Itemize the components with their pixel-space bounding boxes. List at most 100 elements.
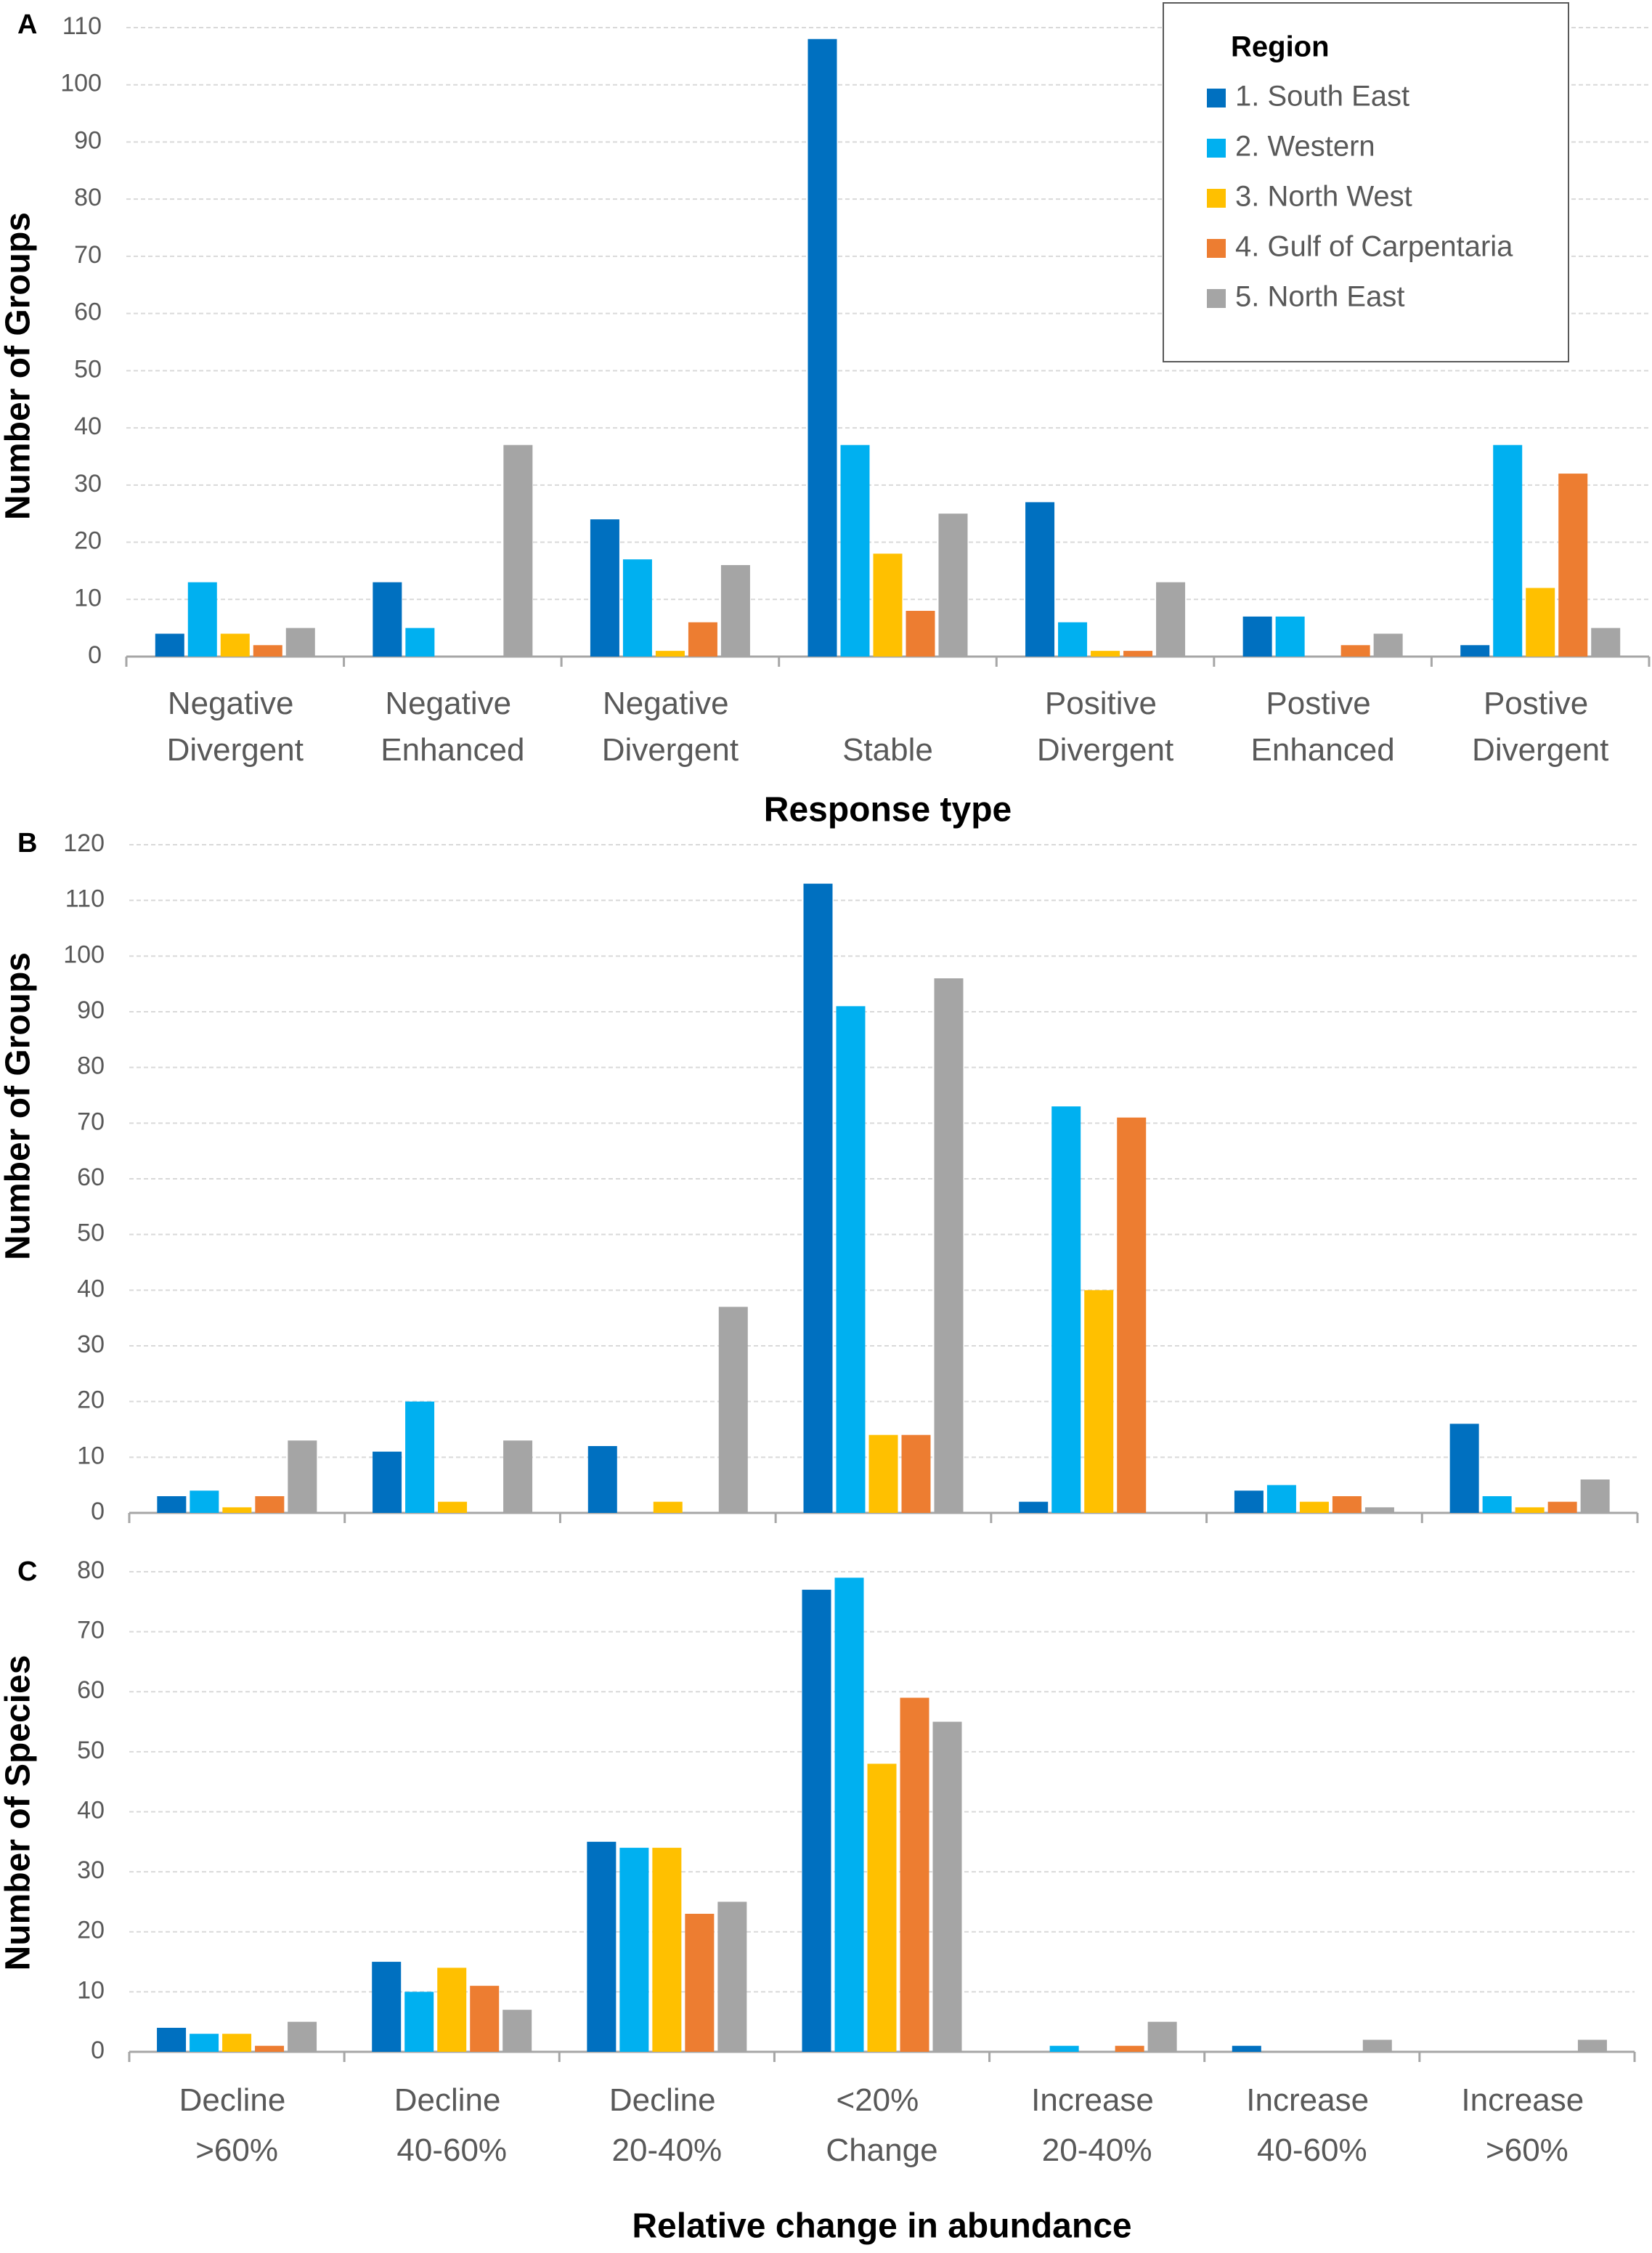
bar bbox=[1156, 582, 1186, 657]
bar bbox=[1482, 1496, 1512, 1513]
y-tick-label: 20 bbox=[77, 1917, 105, 1944]
x-tick-label-line: Postive bbox=[1266, 686, 1380, 721]
x-tick-label-line: Positive bbox=[1045, 686, 1165, 721]
y-tick-label: 20 bbox=[74, 527, 102, 555]
bar bbox=[688, 622, 717, 657]
bar bbox=[1577, 2039, 1607, 2052]
bar bbox=[373, 582, 402, 657]
x-tick-label-line: Divergent bbox=[1472, 732, 1608, 768]
y-tick-label: 90 bbox=[74, 126, 102, 154]
bar bbox=[255, 1496, 285, 1513]
bar bbox=[932, 1721, 962, 2052]
y-tick-label: 50 bbox=[74, 355, 102, 383]
y-tick-label: 80 bbox=[77, 1556, 105, 1584]
bar bbox=[288, 2021, 317, 2052]
bar bbox=[685, 1913, 715, 2052]
x-tick-label: Negative Divergent bbox=[602, 686, 738, 768]
x-tick-label-line: Enhanced bbox=[381, 732, 524, 768]
y-tick-label: 30 bbox=[77, 1856, 105, 1884]
bar bbox=[1232, 2045, 1261, 2052]
y-tick-label: 100 bbox=[60, 70, 102, 97]
y-axis-title: Number of Groups bbox=[0, 952, 38, 1260]
x-tick-label: Postive Divergent bbox=[1472, 686, 1608, 768]
y-tick-label: 40 bbox=[74, 413, 102, 440]
x-tick-label-line: Negative bbox=[168, 686, 303, 721]
x-tick-label-line: Decline bbox=[179, 2082, 295, 2118]
bar bbox=[653, 1501, 683, 1513]
y-tick-label: 120 bbox=[63, 829, 105, 857]
bar bbox=[1299, 1501, 1329, 1513]
x-tick-label: Increase >60% bbox=[1461, 2082, 1592, 2168]
y-tick-label: 10 bbox=[74, 584, 102, 612]
bar bbox=[934, 978, 964, 1513]
bar bbox=[587, 1841, 617, 2052]
x-tick-label-line: Stable bbox=[842, 732, 933, 768]
y-tick-label: 60 bbox=[77, 1676, 105, 1704]
bar bbox=[1275, 616, 1305, 657]
x-tick-label-line: <20% bbox=[837, 2082, 928, 2118]
x-tick-label-line: Increase bbox=[1246, 2082, 1378, 2118]
bar bbox=[1266, 1485, 1296, 1513]
x-tick-label-line: Enhanced bbox=[1251, 732, 1395, 768]
bar bbox=[938, 513, 968, 657]
panel-label: A bbox=[17, 9, 37, 40]
bar bbox=[718, 1307, 748, 1513]
bar bbox=[807, 38, 837, 657]
bar bbox=[1580, 1479, 1610, 1513]
legend-label: 4. Gulf of Carpentaria bbox=[1235, 231, 1513, 263]
x-axis-title: Relative change in abundance bbox=[632, 2207, 1131, 2246]
bar bbox=[1515, 1507, 1545, 1513]
y-tick-label: 10 bbox=[77, 1442, 105, 1469]
y-tick-label: 0 bbox=[91, 2037, 105, 2064]
bar bbox=[253, 645, 282, 657]
y-tick-label: 90 bbox=[77, 996, 105, 1024]
legend-swatch bbox=[1207, 89, 1226, 107]
bar bbox=[255, 2045, 285, 2052]
x-tick-label: Positive Divergent bbox=[1037, 686, 1173, 768]
x-tick-label: Increase 40-60% bbox=[1246, 2082, 1378, 2168]
bar bbox=[220, 633, 250, 657]
bar bbox=[190, 2034, 219, 2052]
bar bbox=[587, 1446, 617, 1513]
legend-swatch bbox=[1207, 139, 1226, 158]
bar bbox=[619, 1848, 649, 2052]
x-tick-label-line: Decline bbox=[609, 2082, 725, 2118]
legend-label: 5. North East bbox=[1235, 281, 1404, 313]
x-tick-label: Decline >60% bbox=[179, 2082, 295, 2168]
bar bbox=[868, 1434, 898, 1513]
y-tick-label: 0 bbox=[91, 1498, 105, 1525]
x-tick-label: Decline 20-40% bbox=[609, 2082, 725, 2168]
legend-swatch bbox=[1207, 289, 1226, 308]
bar bbox=[285, 628, 315, 657]
bar bbox=[1025, 502, 1055, 657]
y-tick-label: 30 bbox=[77, 1331, 105, 1358]
bar bbox=[1373, 633, 1403, 657]
x-tick-label-line: >60% bbox=[1486, 2132, 1568, 2168]
bar bbox=[1493, 444, 1523, 657]
x-tick-label: Stable bbox=[842, 732, 933, 768]
panel-label: C bbox=[17, 1556, 37, 1587]
x-tick-label-line: Increase bbox=[1031, 2082, 1163, 2118]
bar bbox=[802, 1589, 831, 2052]
legend-label: 3. North West bbox=[1235, 181, 1412, 213]
bar bbox=[1449, 1424, 1479, 1513]
bar bbox=[1591, 628, 1621, 657]
bar bbox=[803, 883, 833, 1513]
legend-label: 1. South East bbox=[1235, 81, 1409, 113]
bar bbox=[834, 1578, 864, 2052]
x-tick-label-line: Negative bbox=[603, 686, 738, 721]
bar bbox=[1332, 1496, 1362, 1513]
bar bbox=[1058, 622, 1088, 657]
bar bbox=[1117, 1117, 1147, 1513]
y-tick-label: 60 bbox=[74, 299, 102, 326]
bar bbox=[717, 1901, 747, 2052]
bar bbox=[372, 1962, 402, 2052]
bar bbox=[836, 1006, 866, 1513]
x-tick-label: Negative Divergent bbox=[167, 686, 304, 768]
bar bbox=[157, 1496, 187, 1513]
bar bbox=[1526, 588, 1555, 657]
y-tick-label: 30 bbox=[74, 470, 102, 498]
y-tick-label: 70 bbox=[74, 241, 102, 269]
bar bbox=[187, 582, 217, 657]
